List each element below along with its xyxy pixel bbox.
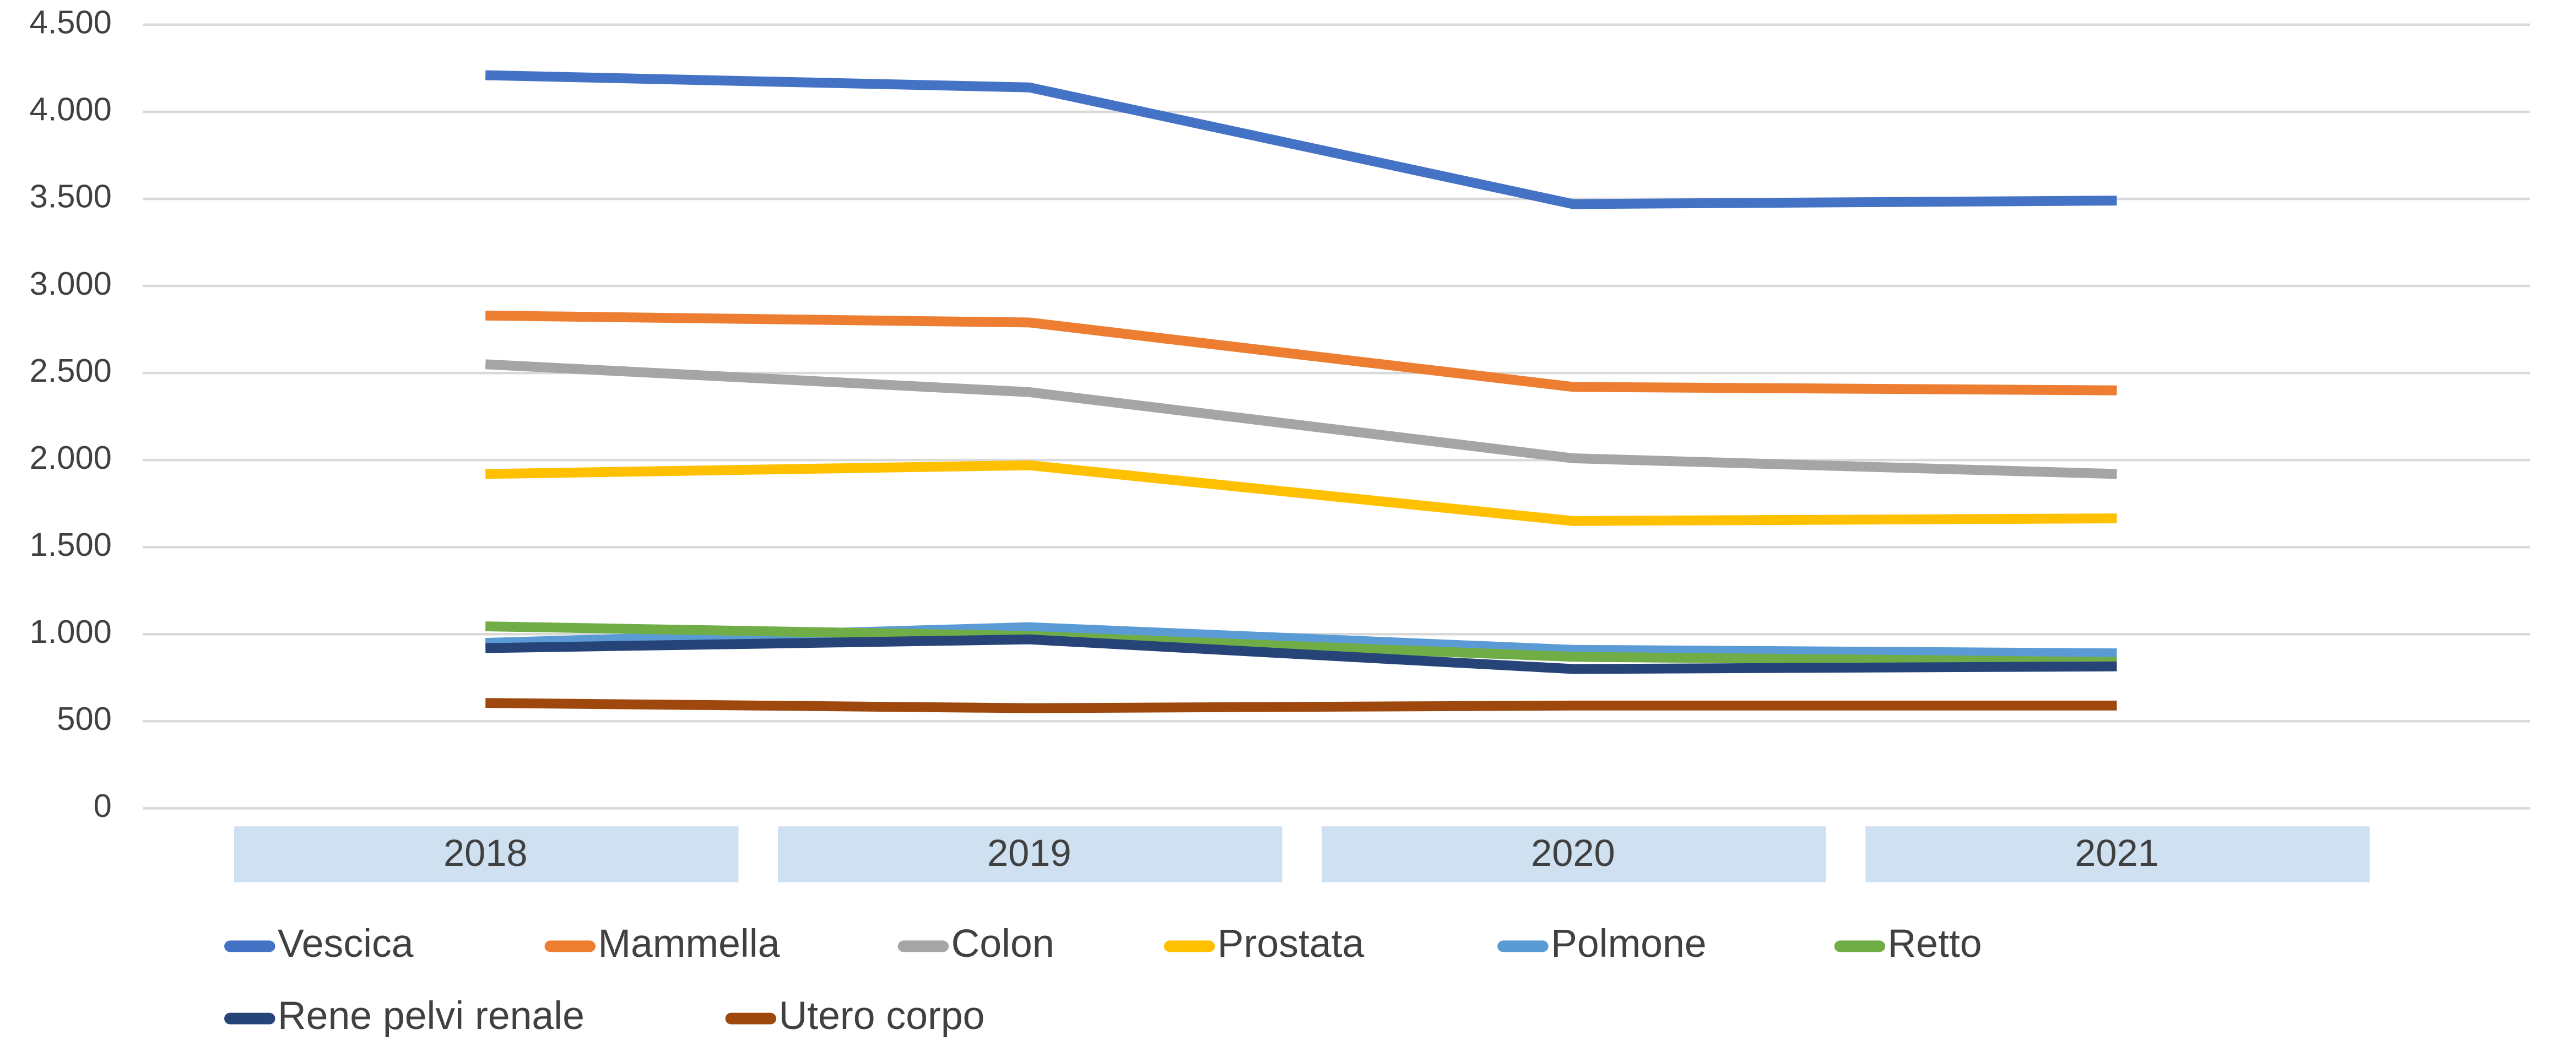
series-line <box>485 621 2117 667</box>
legend-label: Utero corpo <box>779 994 985 1038</box>
y-tick-label: 1.000 <box>30 613 112 650</box>
category-box <box>1322 826 1826 882</box>
y-tick-label: 4.500 <box>30 4 112 41</box>
legend-label: Polmone <box>1551 922 1706 966</box>
x-tick-label: 2019 <box>987 832 1071 874</box>
category-box <box>778 826 1282 882</box>
x-tick-label: 2021 <box>2075 832 2159 874</box>
y-tick-label: 2.000 <box>30 439 112 476</box>
legend-label: Mammella <box>598 922 780 966</box>
x-tick-label: 2020 <box>1531 832 1615 874</box>
y-tick-label: 3.500 <box>30 178 112 215</box>
x-tick-label: 2018 <box>443 832 528 874</box>
legend-label: Rene pelvi renale <box>278 994 585 1038</box>
y-tick-label: 3.000 <box>30 265 112 302</box>
y-tick-label: 4.000 <box>30 91 112 128</box>
y-tick-label: 500 <box>57 700 111 737</box>
y-tick-label: 0 <box>94 787 112 824</box>
legend-label: Colon <box>951 922 1054 966</box>
series-line <box>485 460 2117 526</box>
series-line <box>485 70 2117 209</box>
legend-label: Prostata <box>1217 922 1365 966</box>
y-tick-label: 2.500 <box>30 352 112 389</box>
legend-label: Retto <box>1887 922 1982 966</box>
legend-label: Vescica <box>278 922 414 966</box>
category-box <box>234 826 739 882</box>
series-line <box>485 698 2117 713</box>
y-tick-label: 1.500 <box>30 526 112 563</box>
category-box <box>1865 826 2370 882</box>
series-line <box>485 359 2117 479</box>
series-line <box>485 310 2117 396</box>
series-line <box>485 634 2117 674</box>
